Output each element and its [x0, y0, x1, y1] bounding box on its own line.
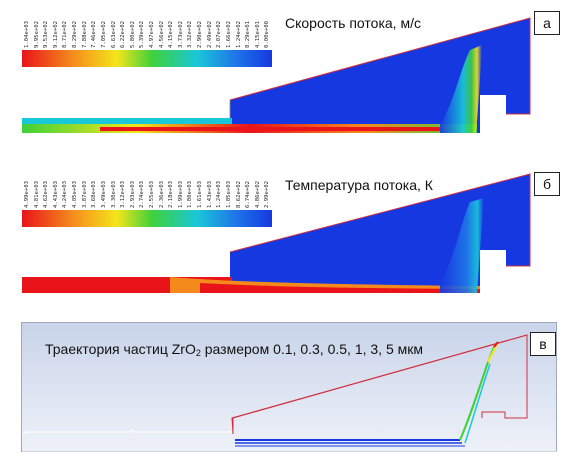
legend-value: 3.68e+03	[91, 181, 98, 208]
trajectory-frame	[21, 322, 557, 452]
legend-value: 1.61e+03	[197, 181, 204, 208]
temperature-title: Температура потока, К	[285, 177, 433, 193]
velocity-boundary	[229, 17, 531, 115]
legend-value: 2.07e+02	[216, 21, 223, 48]
panel-tag-a: а	[534, 11, 560, 35]
legend-value: 8.29e+01	[245, 21, 252, 48]
legend-value: 2.99e+02	[264, 181, 271, 208]
legend-value: 6.22e+02	[120, 21, 127, 48]
legend-value: 6.74e+02	[245, 181, 252, 208]
temperature-legend-bar	[22, 210, 272, 227]
legend-value: 8.71e+02	[62, 21, 69, 48]
legend-value: 3.49e+03	[100, 181, 107, 208]
trajectory-title: Траектория частиц ZrO2 размером 0.1, 0.3…	[45, 341, 424, 358]
trajectory-field	[21, 334, 557, 453]
legend-value: 4.99e+03	[24, 181, 30, 208]
temperature-field	[22, 173, 531, 293]
velocity-field	[22, 17, 531, 133]
velocity-domain	[230, 18, 530, 133]
legend-value: 9.53e+02	[43, 21, 50, 48]
velocity-panel: 1.04e+03 9.95e+02 9.53e+02 9.12e+02 8.71e+02…	[0, 0, 573, 148]
legend-value: 4.05e+03	[72, 181, 79, 208]
legend-value: 1.80e+03	[187, 181, 194, 208]
legend-value: 3.12e+03	[120, 181, 127, 208]
trajectory-boundary	[231, 334, 528, 435]
legend-value: 1.05e+03	[225, 181, 232, 208]
panel-tag-c: в	[530, 332, 556, 356]
legend-value: 4.24e+03	[62, 181, 69, 208]
legend-value: 8.29e+02	[72, 21, 79, 48]
legend-value: 1.24e+03	[216, 181, 223, 208]
legend-value: 1.04e+03	[24, 21, 30, 48]
legend-value: 2.74e+03	[139, 181, 146, 208]
velocity-legend-values: 1.04e+03 9.95e+02 9.53e+02 9.12e+02 8.71e+02…	[22, 4, 272, 48]
trajectory-panel: Траектория частиц ZrO2 размером 0.1, 0.3…	[0, 322, 573, 455]
legend-value: 3.32e+02	[187, 21, 194, 48]
temperature-boundary	[229, 173, 531, 267]
temperature-panel: 4.99e+03 4.81e+03 4.62e+03 4.43e+03 4.24e+03…	[0, 160, 573, 310]
legend-value: 7.05e+02	[100, 21, 107, 48]
velocity-legend-bar	[22, 50, 272, 67]
legend-value: 5.39e+02	[139, 21, 146, 48]
velocity-title: Скорость потока, м/с	[285, 15, 421, 31]
legend-value: 4.97e+02	[149, 21, 155, 48]
temperature-legend-values: 4.99e+03 4.81e+03 4.62e+03 4.43e+03 4.24e+03…	[22, 164, 272, 208]
trajectory-nozzle-outline	[21, 429, 232, 435]
legend-value: 4.15e+02	[168, 21, 175, 48]
panel-tag-b: б	[534, 172, 560, 196]
legend-value: 4.62e+03	[43, 181, 50, 208]
legend-value: 2.90e+02	[197, 21, 204, 48]
legend-value: 2.18e+03	[168, 181, 175, 208]
legend-value: 0.00e+00	[264, 21, 271, 48]
legend-value: 7.46e+02	[91, 21, 98, 48]
legend-value: 1.66e+02	[225, 21, 232, 48]
legend-value: 2.55e+03	[149, 181, 155, 208]
